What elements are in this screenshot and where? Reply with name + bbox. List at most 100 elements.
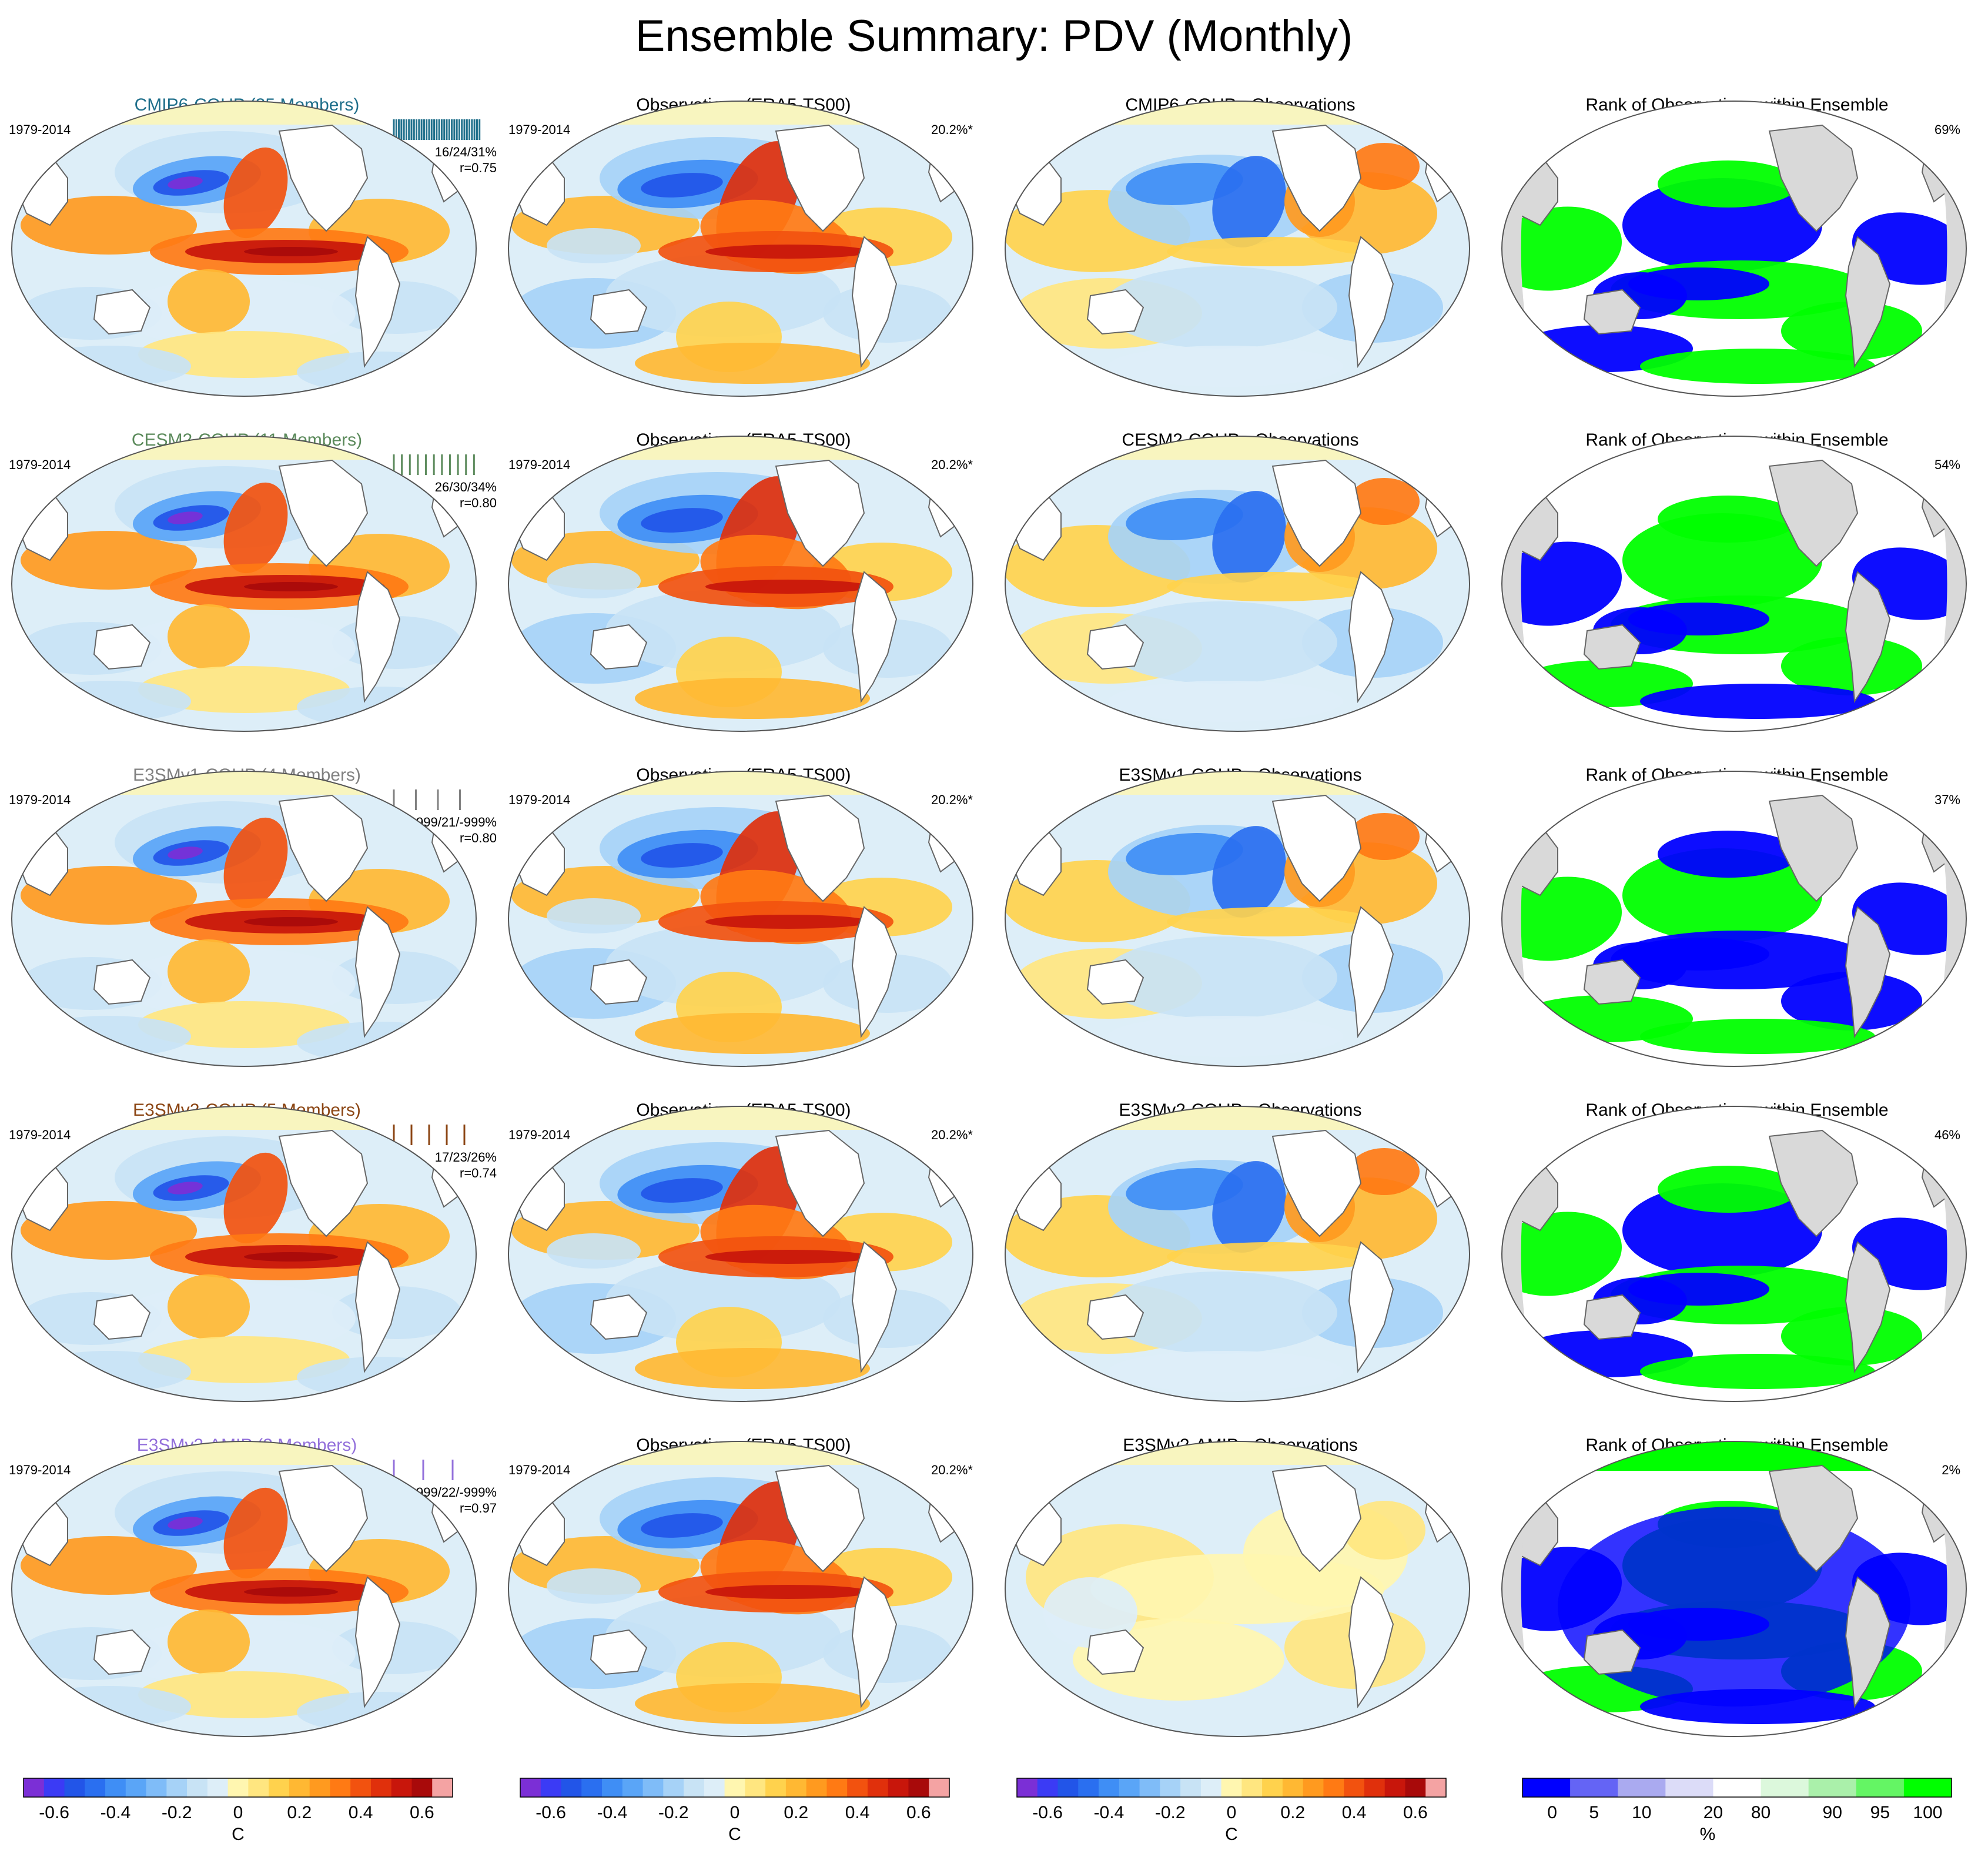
panel-rank: Rank of Observations within Ensemble54% xyxy=(1501,430,1967,732)
globe-map-diff xyxy=(1005,771,1470,1067)
land-mass xyxy=(93,959,151,1005)
field-blob xyxy=(297,1022,461,1063)
field-blob xyxy=(1090,1554,1384,1624)
obs-pct-label: 20.2%* xyxy=(931,1463,973,1477)
colorbar-swatch xyxy=(1180,1778,1201,1797)
field-blob xyxy=(26,681,191,722)
field-blob xyxy=(1658,496,1799,543)
field-blob xyxy=(635,1348,870,1389)
colorbar-swatch xyxy=(704,1778,725,1797)
panel-rank: Rank of Observations within Ensemble69% xyxy=(1501,95,1967,397)
colorbar-frame xyxy=(1016,1778,1447,1798)
field-blob xyxy=(26,346,191,387)
colorbar-swatch xyxy=(806,1778,827,1797)
field-blob xyxy=(1658,160,1799,208)
arctic-band xyxy=(1005,771,1470,795)
stats-label: 17/23/26% xyxy=(435,1150,497,1165)
field-blob xyxy=(705,245,870,259)
colorbar-swatch xyxy=(1119,1778,1140,1797)
period-label: 1979-2014 xyxy=(508,1463,570,1477)
arctic-band xyxy=(508,771,973,795)
field-blob xyxy=(1640,1019,1875,1054)
land-mass xyxy=(1583,624,1641,670)
field-blob xyxy=(1212,1161,1286,1253)
colorbar-swatch xyxy=(105,1778,126,1797)
colorbar-tick-label: -0.4 xyxy=(1094,1803,1124,1822)
field-blob xyxy=(21,531,197,590)
panel-model: CESM2-COUP (11 Members)1979-201426/30/34… xyxy=(9,430,497,732)
globe-outline xyxy=(1501,101,1967,397)
colorbar-temperature: -0.6 -0.4 -0.2 0 0.2 0.4 0.6 C xyxy=(520,1778,950,1844)
field-blob xyxy=(168,1274,250,1339)
land-mass xyxy=(590,289,648,335)
panel-rank: Rank of Observations within Ensemble46% xyxy=(1501,1100,1967,1402)
field-blob xyxy=(168,846,203,859)
colorbar-swatch xyxy=(1425,1778,1447,1797)
field-layer xyxy=(1005,771,1470,1057)
field-blob xyxy=(1126,163,1243,205)
land-mass xyxy=(354,906,401,1038)
land-mass xyxy=(1271,124,1362,232)
colorbar-swatch xyxy=(125,1778,147,1797)
arctic-band xyxy=(12,771,476,795)
field-blob xyxy=(21,866,197,925)
colorbar-swatch xyxy=(43,1778,65,1797)
period-label: 1979-2014 xyxy=(508,792,570,807)
colorbar-swatch xyxy=(1856,1778,1905,1797)
field-blob xyxy=(1102,936,1337,1019)
field-blob xyxy=(1167,907,1378,936)
member-spread-ticks xyxy=(393,454,475,475)
field-blob xyxy=(641,843,723,868)
colorbar-swatch xyxy=(350,1778,372,1797)
colorbar-unit-label: % xyxy=(1700,1825,1716,1844)
field-blob xyxy=(1349,813,1420,860)
period-label: 1979-2014 xyxy=(508,122,570,137)
colorbar-tick-label: 90 xyxy=(1823,1803,1842,1822)
field-blob xyxy=(641,173,723,198)
colorbar-tick-label: 95 xyxy=(1870,1803,1890,1822)
field-blob xyxy=(244,917,338,926)
colorbar-swatch xyxy=(1344,1778,1365,1797)
globe-map-obs xyxy=(508,1441,973,1737)
field-layer xyxy=(1005,436,1470,722)
land-mass xyxy=(278,794,369,902)
land-mass xyxy=(1271,1464,1362,1572)
arctic-band xyxy=(12,436,476,460)
globe-outline xyxy=(11,1441,477,1737)
rank-pct-label: 2% xyxy=(1942,1463,1960,1477)
rank-pct-label: 69% xyxy=(1935,122,1960,137)
field-blob xyxy=(1126,1168,1243,1210)
field-blob xyxy=(244,582,338,591)
colorbar-swatch xyxy=(1139,1778,1160,1797)
land-mass xyxy=(1583,1629,1641,1675)
colorbar-swatch xyxy=(269,1778,290,1797)
globe-map-model xyxy=(11,101,477,397)
arctic-band xyxy=(12,1441,476,1465)
field-blob xyxy=(547,1568,641,1604)
colorbar-swatch xyxy=(1017,1778,1038,1797)
field-blob xyxy=(1102,266,1337,349)
colorbar-tick-label: 10 xyxy=(1632,1803,1651,1822)
land-mass xyxy=(1348,1241,1394,1373)
panel-grid: CMIP6-COUP (35 Members)1979-201416/24/31… xyxy=(9,95,1967,1737)
globe-outline xyxy=(11,1106,477,1402)
period-label: 1979-2014 xyxy=(508,457,570,472)
obs-pct-label: 20.2%* xyxy=(931,122,973,137)
r-label: r=0.80 xyxy=(460,831,497,845)
colorbar-swatch xyxy=(785,1778,807,1797)
colorbar-swatch xyxy=(1665,1778,1713,1797)
land-mass xyxy=(775,794,865,902)
land-mass xyxy=(93,1629,151,1675)
globe-map-rank xyxy=(1501,436,1967,732)
land-mass xyxy=(354,1241,401,1373)
globe-map-obs xyxy=(508,436,973,732)
field-blob xyxy=(1212,826,1286,918)
field-blob xyxy=(297,352,461,393)
land-mass xyxy=(1583,1294,1641,1340)
land-mass xyxy=(1768,124,1859,232)
colorbar-tick-label: 0.2 xyxy=(287,1803,312,1822)
colorbar-tick-label: -0.4 xyxy=(101,1803,131,1822)
field-blob xyxy=(1502,206,1622,291)
land-mass xyxy=(1845,236,1891,368)
